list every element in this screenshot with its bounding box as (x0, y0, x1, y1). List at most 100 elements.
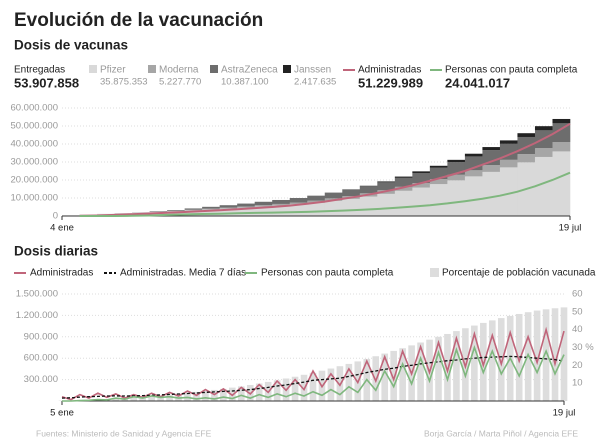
legend-swatch (283, 65, 291, 73)
area-step (272, 205, 291, 216)
area-step (412, 172, 431, 184)
page-title: Evolución de la vacunación (14, 10, 263, 31)
bar (255, 383, 263, 401)
total-value: 53.907.858 (14, 75, 79, 90)
area-step (272, 199, 291, 204)
area-step (429, 165, 448, 168)
y-tick-label: 10.000.000 (10, 193, 58, 204)
area-step (202, 206, 220, 209)
area-step (342, 189, 361, 197)
area-step (482, 171, 501, 216)
area-step (464, 170, 483, 177)
bar (551, 308, 559, 401)
line (79, 171, 571, 217)
area-step (237, 203, 255, 207)
line (79, 122, 571, 217)
area-step (517, 136, 536, 155)
area-step (394, 186, 413, 191)
y-tick-label: 30.000.000 (10, 157, 58, 168)
legend-value: 24.041.017 (445, 75, 510, 90)
bar (381, 353, 389, 401)
area-step (202, 208, 220, 210)
y2-tick-label: 20 (572, 360, 583, 371)
area-step (552, 142, 571, 152)
legend-label: Administradas (358, 65, 421, 76)
total-name: Entregadas (14, 65, 65, 76)
bar (542, 309, 550, 401)
area-step (289, 198, 308, 203)
y2-tick-label: 40 (572, 324, 583, 335)
y-tick-label: 50.000.000 (10, 121, 58, 132)
area-step (517, 133, 536, 137)
chart-title: Dosis de vacunas (14, 38, 128, 53)
x-tick-label: 4 ene (50, 223, 74, 234)
area-step (184, 209, 203, 211)
y-tick-label: 300.000 (24, 374, 58, 385)
area-step (429, 167, 448, 180)
area-step (447, 180, 466, 216)
area-step (202, 209, 220, 216)
area-step (552, 118, 571, 124)
line (62, 344, 565, 402)
legend-label: Administradas (30, 268, 93, 279)
area-step (517, 154, 536, 163)
area-step (499, 140, 518, 144)
legend-label: Administradas. Media 7 días (120, 268, 246, 279)
area-step (412, 171, 431, 173)
area-step (552, 151, 571, 216)
y2-tick-label: 50 (572, 306, 583, 317)
area-step (534, 126, 553, 131)
legend-label: Porcentaje de población vacunada (442, 268, 596, 279)
legend-value: 2.417.635 (294, 77, 336, 88)
area-step (342, 198, 361, 216)
y2-tick-label: 60 (572, 289, 583, 300)
bar (560, 307, 568, 401)
legend-swatch (430, 268, 439, 277)
area-step (429, 184, 448, 216)
bar (515, 313, 523, 401)
area-step (394, 177, 413, 187)
x-tick-label: 5 ene (50, 408, 74, 419)
legend-label: Moderna (159, 65, 199, 76)
area-step (219, 207, 238, 209)
area-step (219, 205, 238, 208)
area-step (167, 210, 185, 212)
area-step (254, 205, 273, 207)
area-step (482, 147, 501, 151)
area-step (464, 153, 483, 157)
line (61, 355, 565, 399)
y-tick-label: 60.000.000 (10, 103, 58, 114)
bar (372, 356, 380, 401)
area-step (324, 192, 343, 199)
area-step (184, 208, 203, 210)
x-tick-label: 19 jul (553, 408, 576, 419)
chart-title: Dosis diarias (14, 244, 98, 259)
legend-label: AstraZeneca (221, 65, 278, 76)
bar (453, 331, 460, 401)
area-step (429, 179, 448, 185)
credit: Borja García / Marta Piñol / Agencia EFE (424, 428, 578, 438)
y-tick-label: 20.000.000 (10, 175, 58, 186)
bar (488, 320, 496, 401)
bar (336, 366, 344, 401)
bar (497, 318, 505, 401)
bar (533, 310, 541, 401)
area-step (254, 201, 273, 206)
area-step (412, 183, 431, 188)
area-step (289, 204, 308, 216)
bar (471, 325, 478, 401)
area-step (377, 193, 396, 216)
legend-value: 51.229.989 (358, 75, 423, 90)
bar (435, 336, 442, 401)
bar (202, 391, 209, 401)
area-step (534, 148, 553, 157)
bar (130, 397, 138, 401)
area-step (482, 165, 501, 172)
bar (112, 398, 120, 401)
area-step (237, 206, 255, 208)
bar (345, 363, 353, 401)
area-step (534, 156, 553, 216)
area-step (254, 206, 273, 216)
bar (399, 348, 406, 401)
